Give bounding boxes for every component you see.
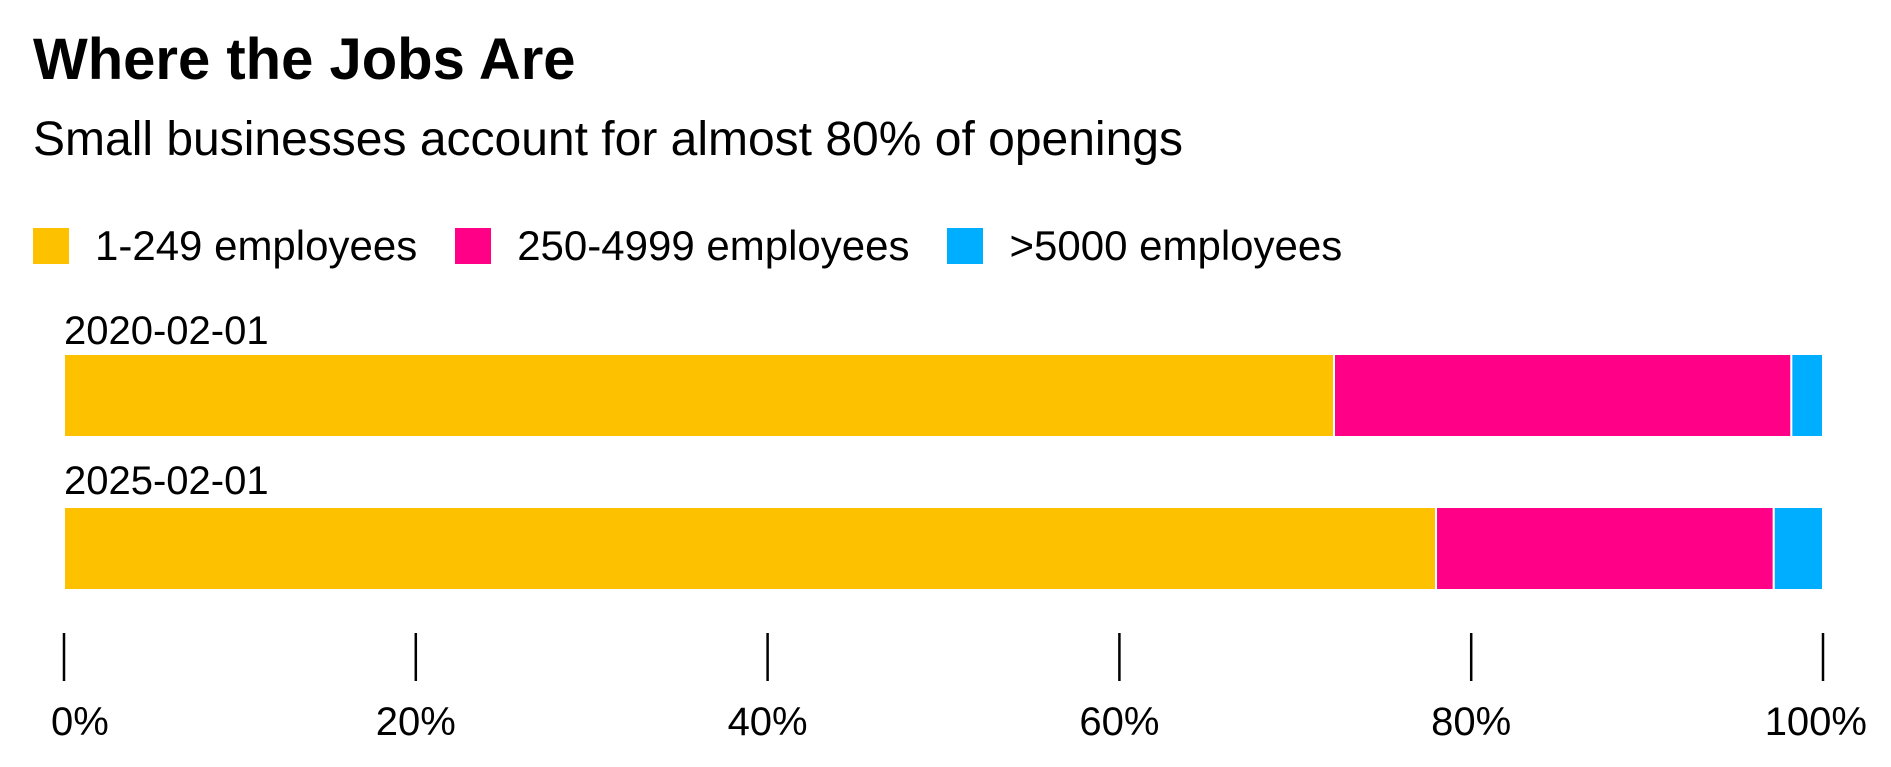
x-tick-label: 40% — [728, 700, 808, 744]
legend-swatch-large — [947, 228, 984, 264]
x-tick-label: 100% — [1765, 700, 1867, 744]
bar-segment — [1772, 506, 1825, 591]
legend-swatch-medium — [455, 228, 492, 264]
legend-item-small: 1-249 employees — [33, 222, 417, 270]
legend-label-small: 1-249 employees — [95, 222, 418, 269]
chart-title: Where the Jobs Are — [33, 27, 576, 92]
legend-item-large: >5000 employees — [947, 222, 1342, 270]
x-axis: 0% 20% 40% 60% 80% 100% — [51, 633, 1867, 744]
x-tick-label: 0% — [51, 700, 109, 744]
legend-label-large: >5000 employees — [1009, 222, 1343, 269]
chart-subtitle: Small businesses account for almost 80% … — [33, 113, 1183, 166]
bar-segment — [1435, 506, 1775, 591]
legend-swatch-small — [33, 228, 69, 264]
x-tick-label: 20% — [376, 700, 456, 744]
bars-group: 2020-02-01 2025-02-01 — [63, 309, 1825, 591]
bar-segment — [1790, 353, 1825, 438]
category-label: 2025-02-01 — [64, 459, 269, 503]
bar-segment — [63, 506, 1438, 591]
legend-label-medium: 250-4999 employees — [517, 222, 910, 269]
bar-segment — [63, 353, 1335, 438]
x-tick-label: 80% — [1431, 700, 1511, 744]
legend-item-medium: 250-4999 employees — [455, 222, 909, 270]
chart-legend: 1-249 employees 250-4999 employees >5000… — [33, 222, 1380, 270]
x-tick-label: 60% — [1079, 700, 1159, 744]
bar-segment — [1332, 353, 1793, 438]
category-label: 2020-02-01 — [64, 309, 269, 353]
